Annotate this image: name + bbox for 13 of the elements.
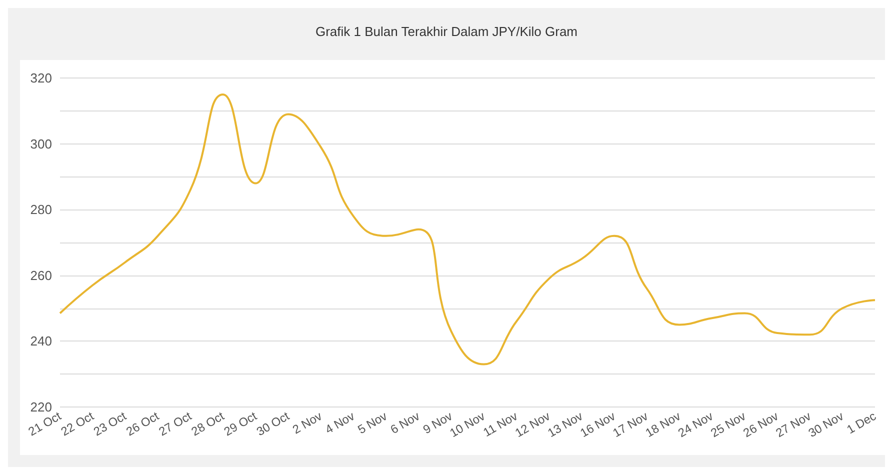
y-tick-label: 300 bbox=[30, 136, 52, 152]
x-tick-label: 6 Nov bbox=[388, 408, 422, 437]
x-tick-label: 5 Nov bbox=[355, 408, 390, 437]
y-tick-label: 240 bbox=[30, 334, 52, 349]
y-tick-label: 280 bbox=[30, 202, 52, 218]
x-tick-label: 4 Nov bbox=[322, 408, 357, 437]
chart-title: Grafik 1 Bulan Terakhir Dalam JPY/Kilo Gram bbox=[315, 24, 578, 39]
y-tick-label: 260 bbox=[30, 268, 52, 283]
line-series bbox=[59, 93, 876, 366]
x-tick-label: 2 Nov bbox=[290, 408, 324, 437]
y-tick-label: 320 bbox=[30, 70, 52, 86]
x-tick-label: 1 Dec bbox=[844, 408, 878, 437]
y-tick-label: 220 bbox=[30, 400, 52, 414]
